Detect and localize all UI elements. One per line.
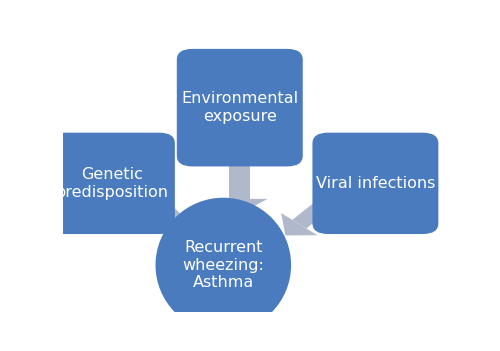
- Polygon shape: [150, 199, 187, 227]
- Polygon shape: [281, 213, 318, 236]
- Polygon shape: [160, 213, 199, 236]
- Polygon shape: [292, 199, 333, 229]
- FancyBboxPatch shape: [49, 133, 175, 234]
- FancyBboxPatch shape: [312, 133, 438, 234]
- Text: Environmental
exposure: Environmental exposure: [181, 92, 298, 124]
- Ellipse shape: [156, 198, 291, 332]
- Text: Recurrent
wheezing:
Asthma: Recurrent wheezing: Asthma: [182, 240, 264, 290]
- Polygon shape: [228, 157, 250, 199]
- Text: Viral infections: Viral infections: [316, 176, 435, 191]
- FancyBboxPatch shape: [177, 49, 303, 166]
- Polygon shape: [212, 199, 268, 214]
- Text: Genetic
predisposition: Genetic predisposition: [56, 167, 168, 199]
